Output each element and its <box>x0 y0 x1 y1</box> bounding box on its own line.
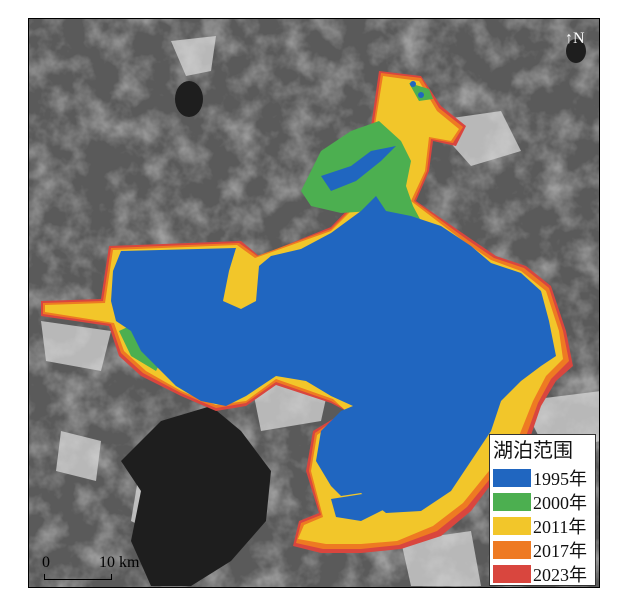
legend: 湖泊范围 1995年 2000年 2011年 2017年 2023年 <box>489 434 596 586</box>
north-arrow-icon: ↑ <box>565 30 573 47</box>
lake-1995 <box>111 81 556 521</box>
scale-end: 10 km <box>99 554 140 571</box>
legend-item-2023: 2023年 <box>493 562 592 586</box>
lake-extent-map <box>29 19 599 587</box>
north-arrow: ↑N <box>565 30 585 48</box>
satellite-map[interactable] <box>28 18 600 588</box>
legend-swatch <box>493 493 531 511</box>
scale-bar: 0 10 km <box>42 554 162 584</box>
legend-swatch <box>493 565 531 583</box>
legend-swatch <box>493 517 531 535</box>
legend-item-2000: 2000年 <box>493 490 592 514</box>
legend-item-2017: 2017年 <box>493 538 592 562</box>
legend-item-1995: 1995年 <box>493 466 592 490</box>
legend-label: 2023年 <box>533 565 587 585</box>
legend-item-2011: 2011年 <box>493 514 592 538</box>
scale-start: 0 <box>42 554 50 571</box>
north-label: N <box>573 30 585 47</box>
legend-label: 2017年 <box>533 541 587 561</box>
legend-label: 1995年 <box>533 469 587 489</box>
legend-title: 湖泊范围 <box>493 440 573 462</box>
legend-label: 2000年 <box>533 493 587 513</box>
scale-line <box>44 574 112 580</box>
dark-water-bodies <box>121 39 586 586</box>
legend-swatch <box>493 469 531 487</box>
legend-swatch <box>493 541 531 559</box>
legend-label: 2011年 <box>533 517 587 537</box>
